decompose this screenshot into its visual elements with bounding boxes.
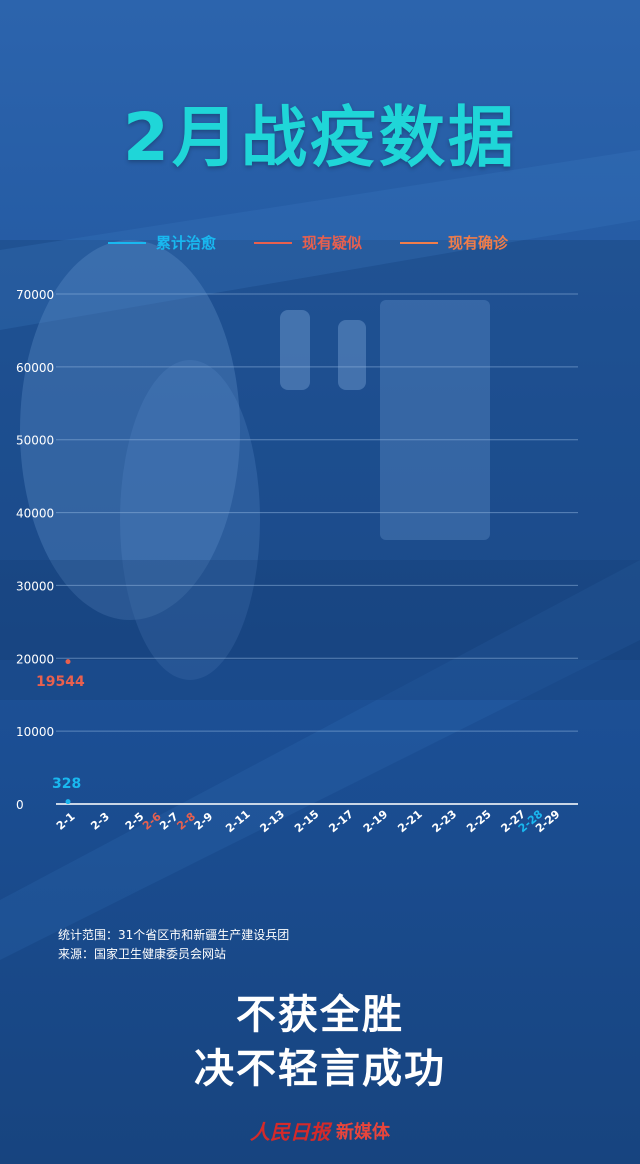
footer-notes: 统计范围：31个省区市和新疆生产建设兵团 来源：国家卫生健康委员会网站 [58, 926, 289, 964]
y-tick-label: 40000 [16, 507, 54, 521]
legend-line-suspected [254, 241, 292, 244]
x-tick-label: 2-11 [223, 807, 252, 835]
page-title: 2月战疫数据 [123, 99, 517, 176]
x-tick-label: 2-9 [192, 810, 216, 833]
legend-line-cured [108, 241, 146, 244]
data-label-suspected: 19544 [36, 674, 85, 690]
legend-label-cured: 累计治愈 [156, 234, 217, 252]
x-tick-label: 2-19 [361, 807, 390, 835]
slogan-line-1: 不获全胜 [236, 991, 404, 1038]
x-tick-label: 2-3 [88, 810, 112, 833]
legend-item-confirmed: 现有确诊 [400, 232, 508, 253]
y-tick-label: 20000 [16, 652, 54, 666]
x-tick-label: 2-25 [464, 807, 493, 835]
series-point [65, 659, 71, 665]
legend-label-suspected: 现有疑似 [302, 234, 363, 252]
y-tick-label: 30000 [16, 579, 54, 593]
slogan-line-2: 决不轻言成功 [194, 1045, 446, 1092]
y-tick-label: 70000 [16, 288, 54, 302]
series-point [65, 799, 71, 805]
legend-item-suspected: 现有疑似 [254, 232, 362, 253]
x-tick-label: 2-15 [292, 807, 321, 835]
x-tick-label: 2-17 [326, 807, 355, 835]
y-tick-label: 0 [16, 798, 24, 812]
legend-line-confirmed [400, 241, 438, 244]
x-tick-label: 2-21 [395, 807, 424, 835]
legend-label-confirmed: 现有确诊 [448, 234, 509, 252]
scope-note: 统计范围：31个省区市和新疆生产建设兵团 [58, 928, 290, 942]
source-note: 来源：国家卫生健康委员会网站 [58, 947, 227, 961]
y-tick-label: 10000 [16, 725, 54, 739]
x-tick-label: 2-1 [54, 810, 78, 833]
x-tick-label: 2-13 [258, 807, 287, 835]
legend-item-cured: 累计治愈 [108, 232, 216, 253]
brand-logo: 人民日报 [250, 1120, 330, 1144]
line-chart: 70000 60000 50000 40000 30000 20000 10000 0 2-1 2… [16, 288, 578, 835]
brand: 人民日报 新媒体 [0, 1116, 640, 1145]
x-tick-label: 2-23 [430, 807, 459, 835]
data-label-cured: 328 [52, 776, 81, 792]
y-tick-label: 50000 [16, 434, 54, 448]
chart-legend: 累计治愈 现有疑似 现有确诊 [108, 232, 538, 256]
brand-text: 新媒体 [336, 1121, 390, 1143]
y-tick-label: 60000 [16, 361, 54, 375]
